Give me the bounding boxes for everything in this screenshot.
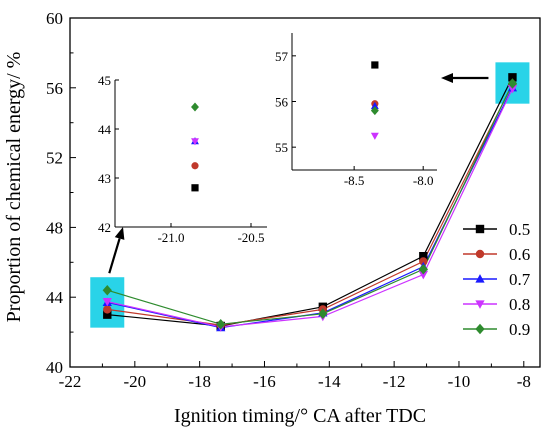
inset-point-0.9 — [191, 102, 199, 112]
x-tick-label: -18 — [188, 372, 211, 391]
legend-marker — [475, 300, 485, 309]
legend-label: 0.9 — [509, 320, 530, 339]
legend-item-0.8: 0.8 — [463, 295, 530, 314]
inset-point-0.7 — [370, 101, 379, 110]
arrow-left — [108, 227, 125, 274]
x-tick-label: -8 — [517, 372, 531, 391]
x-tick-label: -14 — [318, 372, 341, 391]
inset-x-tick-label: -21.0 — [157, 230, 184, 245]
point-0.9-0 — [102, 284, 112, 296]
point-0.8-3 — [418, 270, 428, 280]
x-tick-label: -10 — [448, 372, 471, 391]
series-markers — [102, 73, 518, 332]
point-0.9-2 — [318, 308, 328, 320]
point-0.8-4 — [507, 85, 518, 94]
point-0.8-0 — [102, 297, 112, 307]
point-0.6-0 — [103, 305, 112, 314]
y-tick-label: 60 — [46, 9, 63, 28]
point-0.9-4 — [507, 78, 518, 89]
arrow-right — [441, 73, 489, 84]
inset-point-0.8 — [370, 132, 379, 140]
legend-label: 0.5 — [509, 220, 530, 239]
y-tick-label: 52 — [46, 149, 63, 168]
legend-item-0.7: 0.7 — [463, 270, 531, 289]
inset-y-tick-label: 55 — [275, 140, 288, 155]
legend-marker — [475, 323, 485, 335]
legend-label: 0.6 — [509, 245, 530, 264]
legend-item-0.5: 0.5 — [463, 220, 530, 239]
point-0.9-1 — [216, 318, 226, 330]
inset-point-0.5 — [191, 184, 199, 192]
inset-y-tick-label: 42 — [98, 220, 111, 235]
main-axes: -22 -20 -18 -16 -14 -12 -10 -8 40 44 48 52 56 60 — [46, 9, 541, 391]
legend-item-0.6: 0.6 — [463, 245, 530, 264]
inset-y-tick-label: 45 — [98, 73, 111, 88]
y-axis-label: Proportion of chemical energy/ % — [3, 52, 25, 323]
legend-marker — [475, 274, 485, 283]
inset-point-0.5 — [371, 61, 379, 69]
y-tick-label: 44 — [46, 288, 64, 307]
y-tick-label: 56 — [46, 79, 63, 98]
inset-x-tick-label: -8.5 — [344, 173, 365, 188]
point-0.6-3 — [419, 257, 428, 266]
legend-marker — [475, 249, 485, 259]
inset-y-tick-label: 57 — [275, 49, 289, 64]
legend-item-0.9: 0.9 — [463, 320, 530, 339]
inset-point-0.8 — [191, 138, 199, 146]
insets: 42 43 44 45 -21.0 -20.5 55 56 57 -8.5 -8.0 — [98, 33, 437, 245]
point-0.5-4 — [508, 73, 517, 82]
inset-y-tick-label: 43 — [98, 171, 111, 186]
point-0.5-3 — [419, 251, 428, 261]
inset-x-tick-label: -20.5 — [237, 230, 264, 245]
y-tick-label: 40 — [46, 358, 63, 377]
inset-y-tick-label: 44 — [98, 122, 112, 137]
inset-x-tick-label: -8.0 — [413, 173, 434, 188]
legend-label: 0.7 — [509, 270, 531, 289]
legend: 0.5 0.6 0.7 0.8 0.9 — [463, 220, 531, 339]
legend-marker — [475, 224, 485, 234]
inset-y-tick-label: 56 — [275, 95, 289, 110]
inset-upper-right: 55 56 57 -8.5 -8.0 — [275, 33, 437, 188]
point-0.9-3 — [418, 264, 428, 275]
x-tick-label: -12 — [383, 372, 406, 391]
x-tick-label: -20 — [123, 372, 146, 391]
inset-upper-left: 42 43 44 45 -21.0 -20.5 — [98, 73, 267, 245]
legend-label: 0.8 — [509, 295, 530, 314]
inset-point-0.9 — [370, 106, 379, 116]
x-tick-label: -16 — [253, 372, 276, 391]
x-axis-label: Ignition timing/° CA after TDC — [174, 405, 426, 427]
inset-point-0.6 — [191, 162, 199, 170]
point-0.5-0 — [103, 310, 112, 319]
y-tick-label: 48 — [46, 218, 63, 237]
x-tick-label: -22 — [59, 372, 82, 391]
inset-arrows — [108, 73, 489, 274]
